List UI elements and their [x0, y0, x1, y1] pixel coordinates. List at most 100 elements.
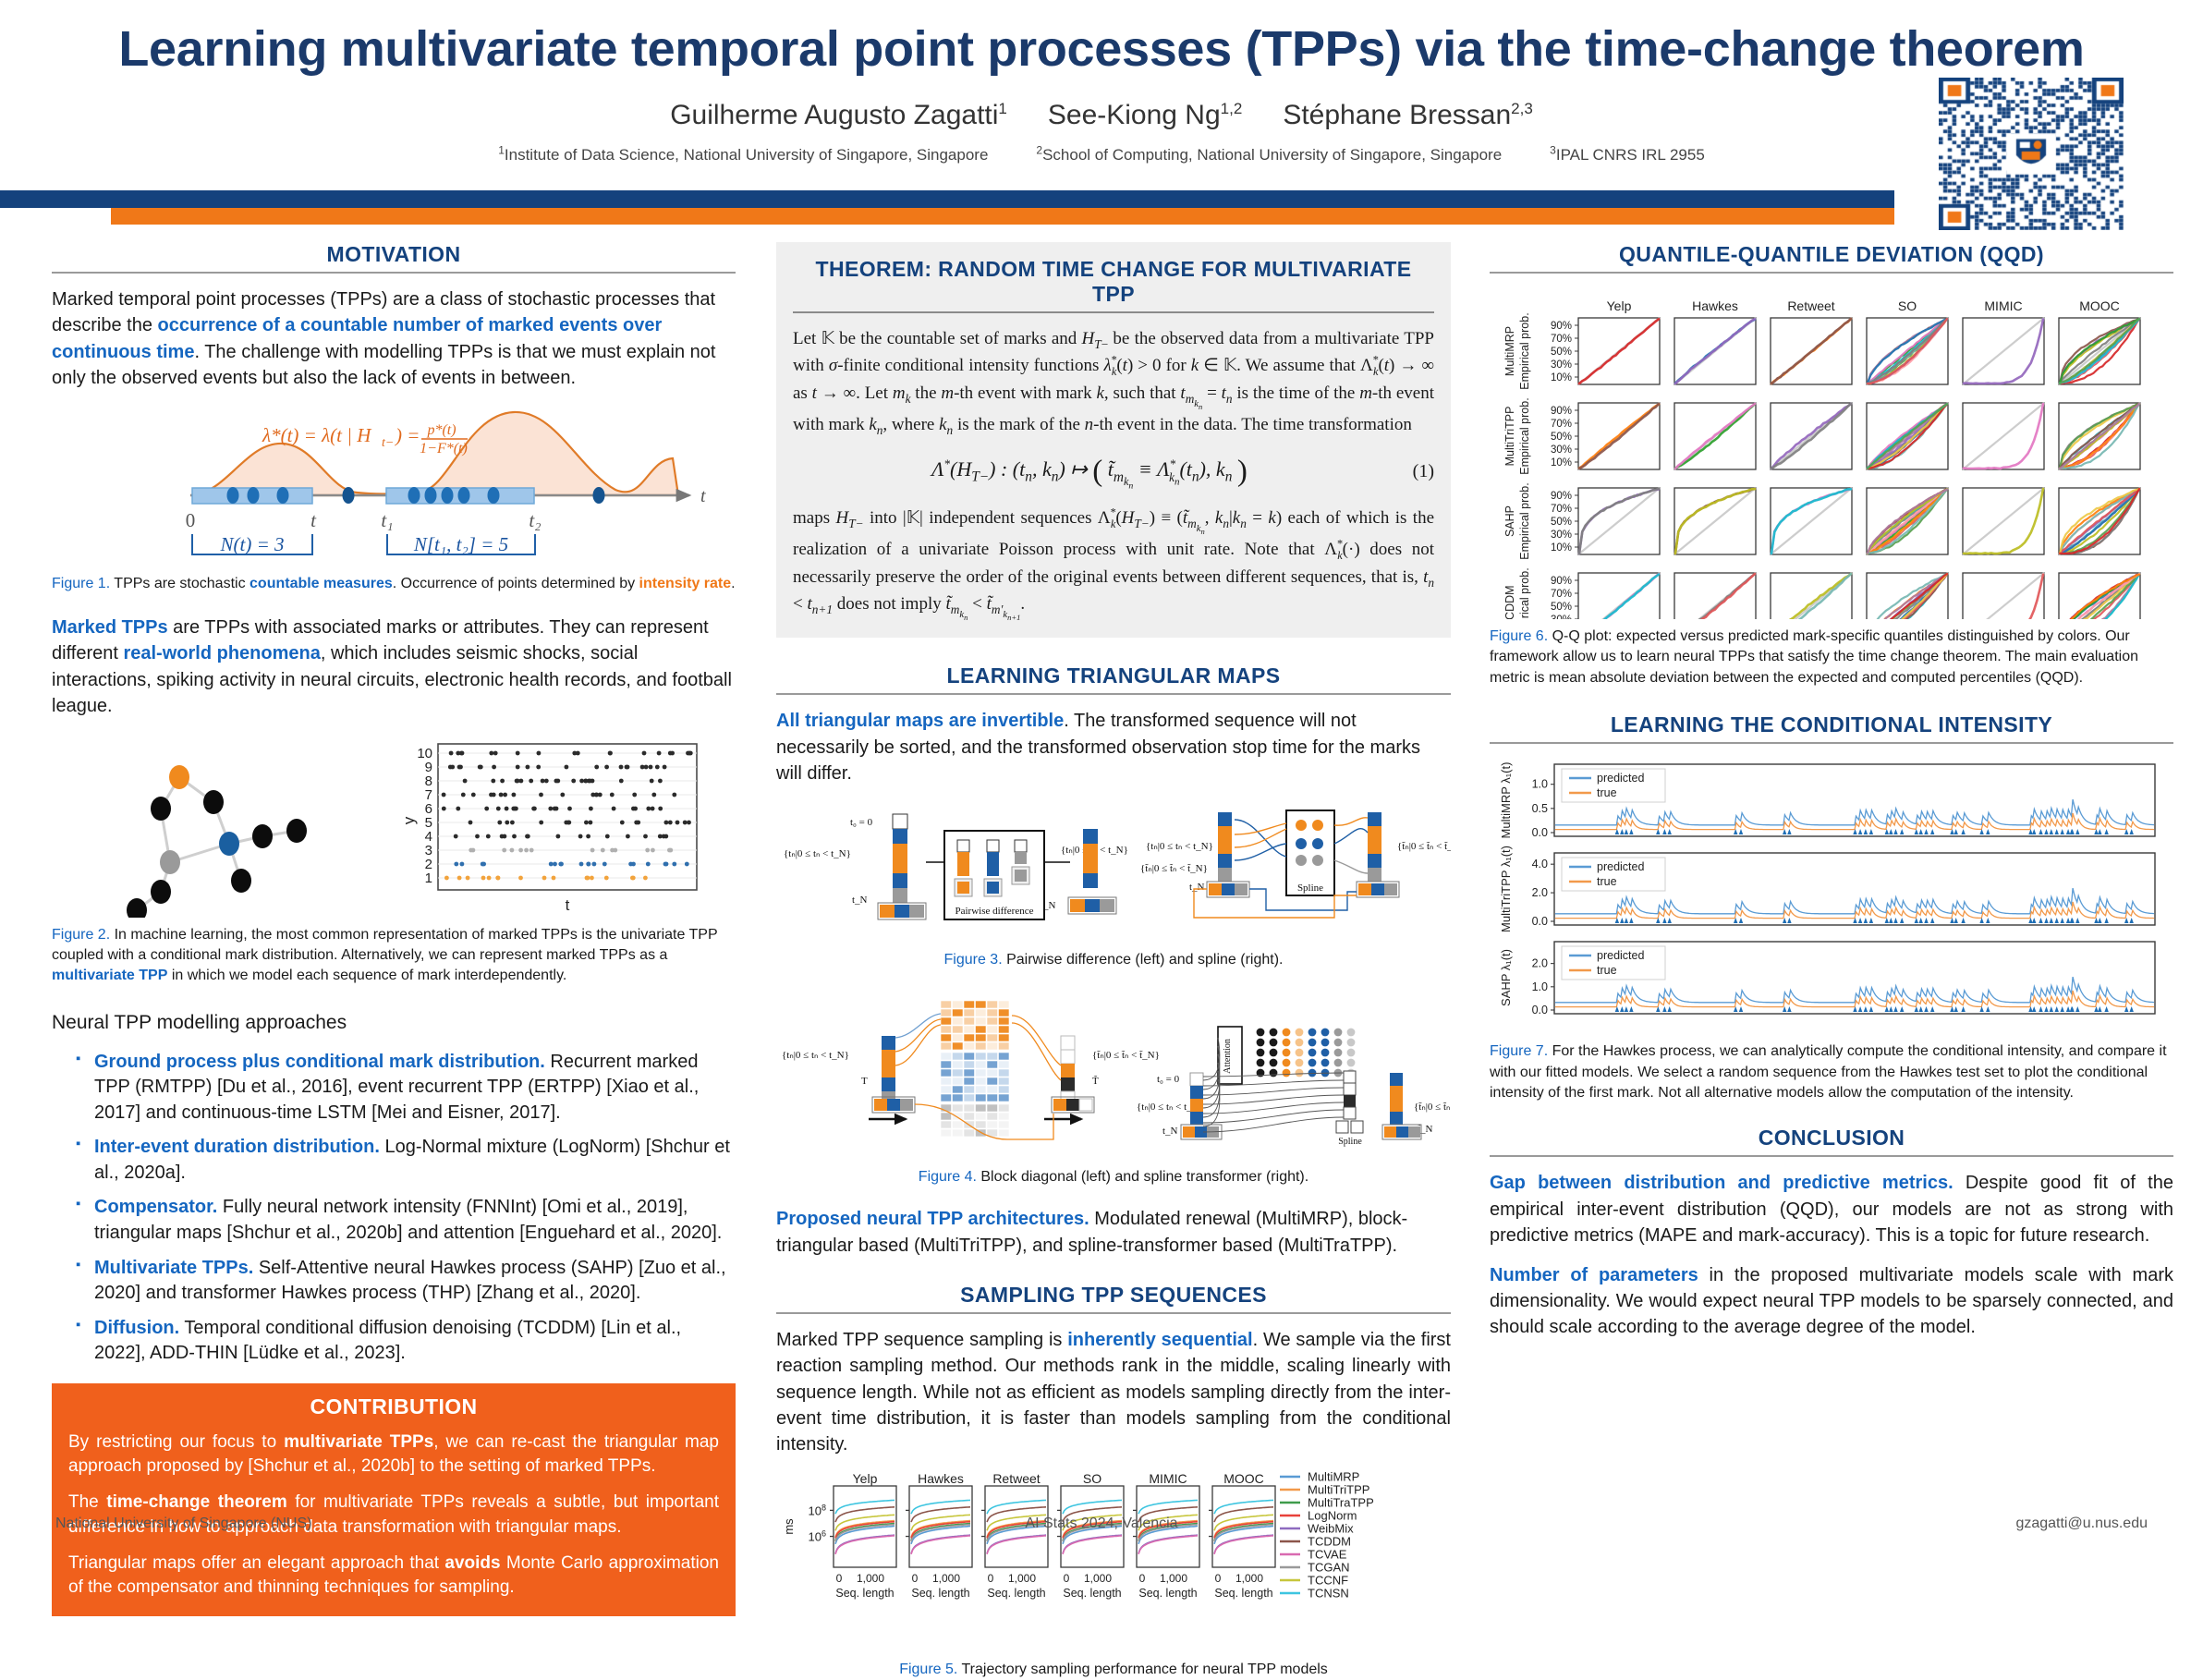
figure-4-block-diagonal-and-spline-transformer: {tₙ|0 ≤ tₙ < t_N} T T̃ {t̃ₙ|0 ≤ t̃ₙ < t̃… [776, 984, 1451, 1160]
svg-text:p*(t): p*(t) [426, 422, 456, 438]
svg-text:TCDDM: TCDDM [1308, 1534, 1351, 1548]
svg-text:Spline: Spline [1297, 883, 1323, 894]
affiliation: 2School of Computing, National Universit… [1036, 143, 1503, 164]
text-fragment: . The challenge with modelling TPPs is t… [52, 341, 716, 389]
svg-text:t₁: t₁ [381, 509, 393, 531]
svg-text:t: t [700, 486, 706, 506]
svg-text:{t̃ₙ|0 ≤ t̃ₙ < t̃_N}: {t̃ₙ|0 ≤ t̃ₙ < t̃_N} [1397, 841, 1451, 852]
svg-text:Seq. length: Seq. length [911, 1587, 969, 1600]
triangular-paragraph: All triangular maps are invertible. The … [776, 708, 1451, 786]
svg-text:0: 0 [1064, 1572, 1070, 1585]
highlight-number-of-parameters: Number of parameters [1490, 1264, 1698, 1285]
svg-text:SAHP: SAHP [1503, 505, 1516, 537]
section-title-conclusion: CONCLUSION [1758, 1126, 1905, 1150]
figure-6-caption: Figure 6. Q-Q plot: expected versus pred… [1490, 627, 2173, 688]
highlight-intensity-rate: intensity rate [639, 575, 732, 591]
svg-text:0: 0 [1215, 1572, 1222, 1585]
svg-text:predicted: predicted [1597, 860, 1644, 873]
affiliation-list: 1Institute of Data Science, National Uni… [0, 143, 2203, 164]
svg-text:t_N: t_N [1162, 1126, 1178, 1137]
section-title-triangular-maps: LEARNING TRIANGULAR MAPS [946, 663, 1281, 688]
svg-text:Empirical prob.: Empirical prob. [1518, 567, 1531, 619]
svg-text:2.0: 2.0 [1532, 957, 1548, 970]
approach-item-3: Multivariate TPPs. Self-Attentive neural… [76, 1256, 736, 1307]
theorem-equation: Λ*(HT−) : (tn, kn) ↦ ( t̃mkn ≡ Λ*kn(tn),… [931, 455, 1248, 492]
svg-text:{tₙ|0 ≤ tₙ < t_N}: {tₙ|0 ≤ tₙ < t_N} [784, 848, 851, 859]
svg-text:t₂: t₂ [529, 509, 541, 531]
svg-text:1,000: 1,000 [857, 1572, 884, 1585]
section-title-contribution: CONTRIBUTION [310, 1394, 478, 1419]
svg-text:t₀ = 0: t₀ = 0 [1157, 1074, 1180, 1085]
svg-text:1,000: 1,000 [1084, 1572, 1112, 1585]
svg-text:0: 0 [1139, 1572, 1146, 1585]
svg-text:Attention: Attention [1223, 1039, 1233, 1074]
figure-2-caption: Figure 2. In machine learning, the most … [52, 925, 736, 987]
section-title-conditional-intensity: LEARNING THE CONDITIONAL INTENSITY [1610, 712, 2053, 737]
approach-item-4: Diffusion. Temporal conditional diffusio… [76, 1316, 736, 1367]
figure-7-caption: Figure 7. For the Hawkes process, we can… [1490, 1041, 2173, 1103]
figure-6-qq-plot: Yelp Hawkes Retweet SO MIMIC MOOC MultiMRP Empi… [1490, 286, 2173, 619]
divider [1490, 272, 2173, 274]
svg-text:WeibMix: WeibMix [1308, 1521, 1354, 1535]
figure-1-caption: Figure 1. TPPs are stochastic countable … [52, 574, 736, 594]
contribution-box: CONTRIBUTION By restricting our focus to… [52, 1383, 736, 1617]
svg-text:{tₙ|0 ≤ tₙ < t_N}: {tₙ|0 ≤ tₙ < t_N} [782, 1050, 849, 1061]
svg-text:MultiMRP: MultiMRP [1308, 1471, 1359, 1484]
text-fragment: Block diagonal (left) and spline transfo… [976, 1168, 1309, 1185]
footer-right: gzagatti@u.nus.edu [2015, 1516, 2148, 1531]
divider [776, 1311, 1451, 1314]
text-fragment: , which includes seismic shocks, social … [52, 643, 732, 717]
affiliation: 1Institute of Data Science, National Uni… [498, 143, 989, 164]
text-fragment: Marked temporal point processes (TPPs) a… [52, 289, 716, 336]
svg-text:30%: 30% [1551, 359, 1572, 371]
emphasis-time-change-theorem: time-change theorem [106, 1492, 287, 1513]
text-fragment: Triangular maps offer an elegant approac… [68, 1552, 445, 1573]
approaches-heading: Neural TPP modelling approaches [52, 1011, 347, 1033]
approach-text: Fully neural network intensity (FNNInt) … [94, 1197, 723, 1244]
proposed-architectures-paragraph: Proposed neural TPP architectures. Modul… [776, 1206, 1451, 1259]
svg-text:) =: ) = [395, 424, 420, 446]
svg-text:MultiTriTPP: MultiTriTPP [1308, 1482, 1369, 1496]
divider [793, 311, 1434, 313]
svg-text:Empirical prob.: Empirical prob. [1518, 397, 1531, 474]
svg-text:MultiMRP λ₁(t): MultiMRP λ₁(t) [1499, 762, 1513, 839]
svg-text:SO: SO [1898, 298, 1917, 313]
svg-text:Seq. length: Seq. length [987, 1587, 1045, 1600]
theorem-equation-row: Λ*(HT−) : (tn, kn) ↦ ( t̃mkn ≡ Λ*kn(tn),… [793, 450, 1434, 494]
approach-lead: Ground process plus conditional mark dis… [94, 1051, 545, 1072]
figure-4-caption: Figure 4. Block diagonal (left) and spli… [776, 1167, 1451, 1187]
figure-label: Figure 3. [943, 952, 1003, 968]
svg-text:true: true [1597, 786, 1617, 799]
figure-3-caption: Figure 3. Pairwise difference (left) and… [776, 950, 1451, 970]
column-middle: THEOREM: RANDOM TIME CHANGE FOR MULTIVAR… [776, 242, 1451, 1680]
svg-text:0.0: 0.0 [1532, 915, 1548, 928]
svg-text:T̃: T̃ [1092, 1075, 1099, 1087]
svg-text:2: 2 [425, 857, 432, 872]
highlight-multivariate-tpp: multivariate TPP [52, 968, 168, 984]
qr-code-icon[interactable] [1939, 78, 2124, 230]
text-fragment: in the proposed multivariate models scal… [1490, 1264, 2173, 1338]
svg-text:0: 0 [186, 509, 196, 531]
figure-label: Figure 5. [899, 1661, 958, 1677]
highlight-invertible: All triangular maps are invertible [776, 711, 1065, 732]
approach-item-0: Ground process plus conditional mark dis… [76, 1050, 736, 1126]
section-title-motivation: MOTIVATION [326, 242, 461, 266]
svg-text:50%: 50% [1551, 602, 1572, 613]
text-fragment: are TPPs with associated marks or attrib… [52, 616, 709, 664]
svg-text:70%: 70% [1551, 419, 1572, 430]
highlight-gap-metrics: Gap between distribution and predictive … [1490, 1173, 1953, 1194]
svg-text:N[t₁, t₂] = 5: N[t₁, t₂] = 5 [413, 533, 508, 555]
page-title: Learning multivariate temporal point pro… [118, 21, 2085, 77]
section-title-theorem: THEOREM: RANDOM TIME CHANGE FOR MULTIVAR… [815, 257, 1412, 306]
text-fragment: Trajectory sampling performance for neur… [957, 1661, 1328, 1677]
svg-text:Seq. length: Seq. length [1214, 1587, 1272, 1600]
footer-center: AI Stats 2024, Valencia [1025, 1516, 1178, 1531]
author-name: See-Kiong Ng1,2 [1047, 100, 1243, 130]
footer-left: National University of Singapore (NUS) [55, 1516, 312, 1531]
column-left: MOTIVATION Marked temporal point process… [52, 242, 736, 1617]
figure-5-caption: Figure 5. Trajectory sampling performanc… [776, 1660, 1451, 1680]
svg-text:10: 10 [417, 746, 432, 761]
figure-label: Figure 6. [1490, 628, 1549, 644]
sampling-paragraph: Marked TPP sequence sampling is inherent… [776, 1327, 1451, 1458]
conclusion-paragraph-2: Number of parameters in the proposed mul… [1490, 1262, 2173, 1341]
